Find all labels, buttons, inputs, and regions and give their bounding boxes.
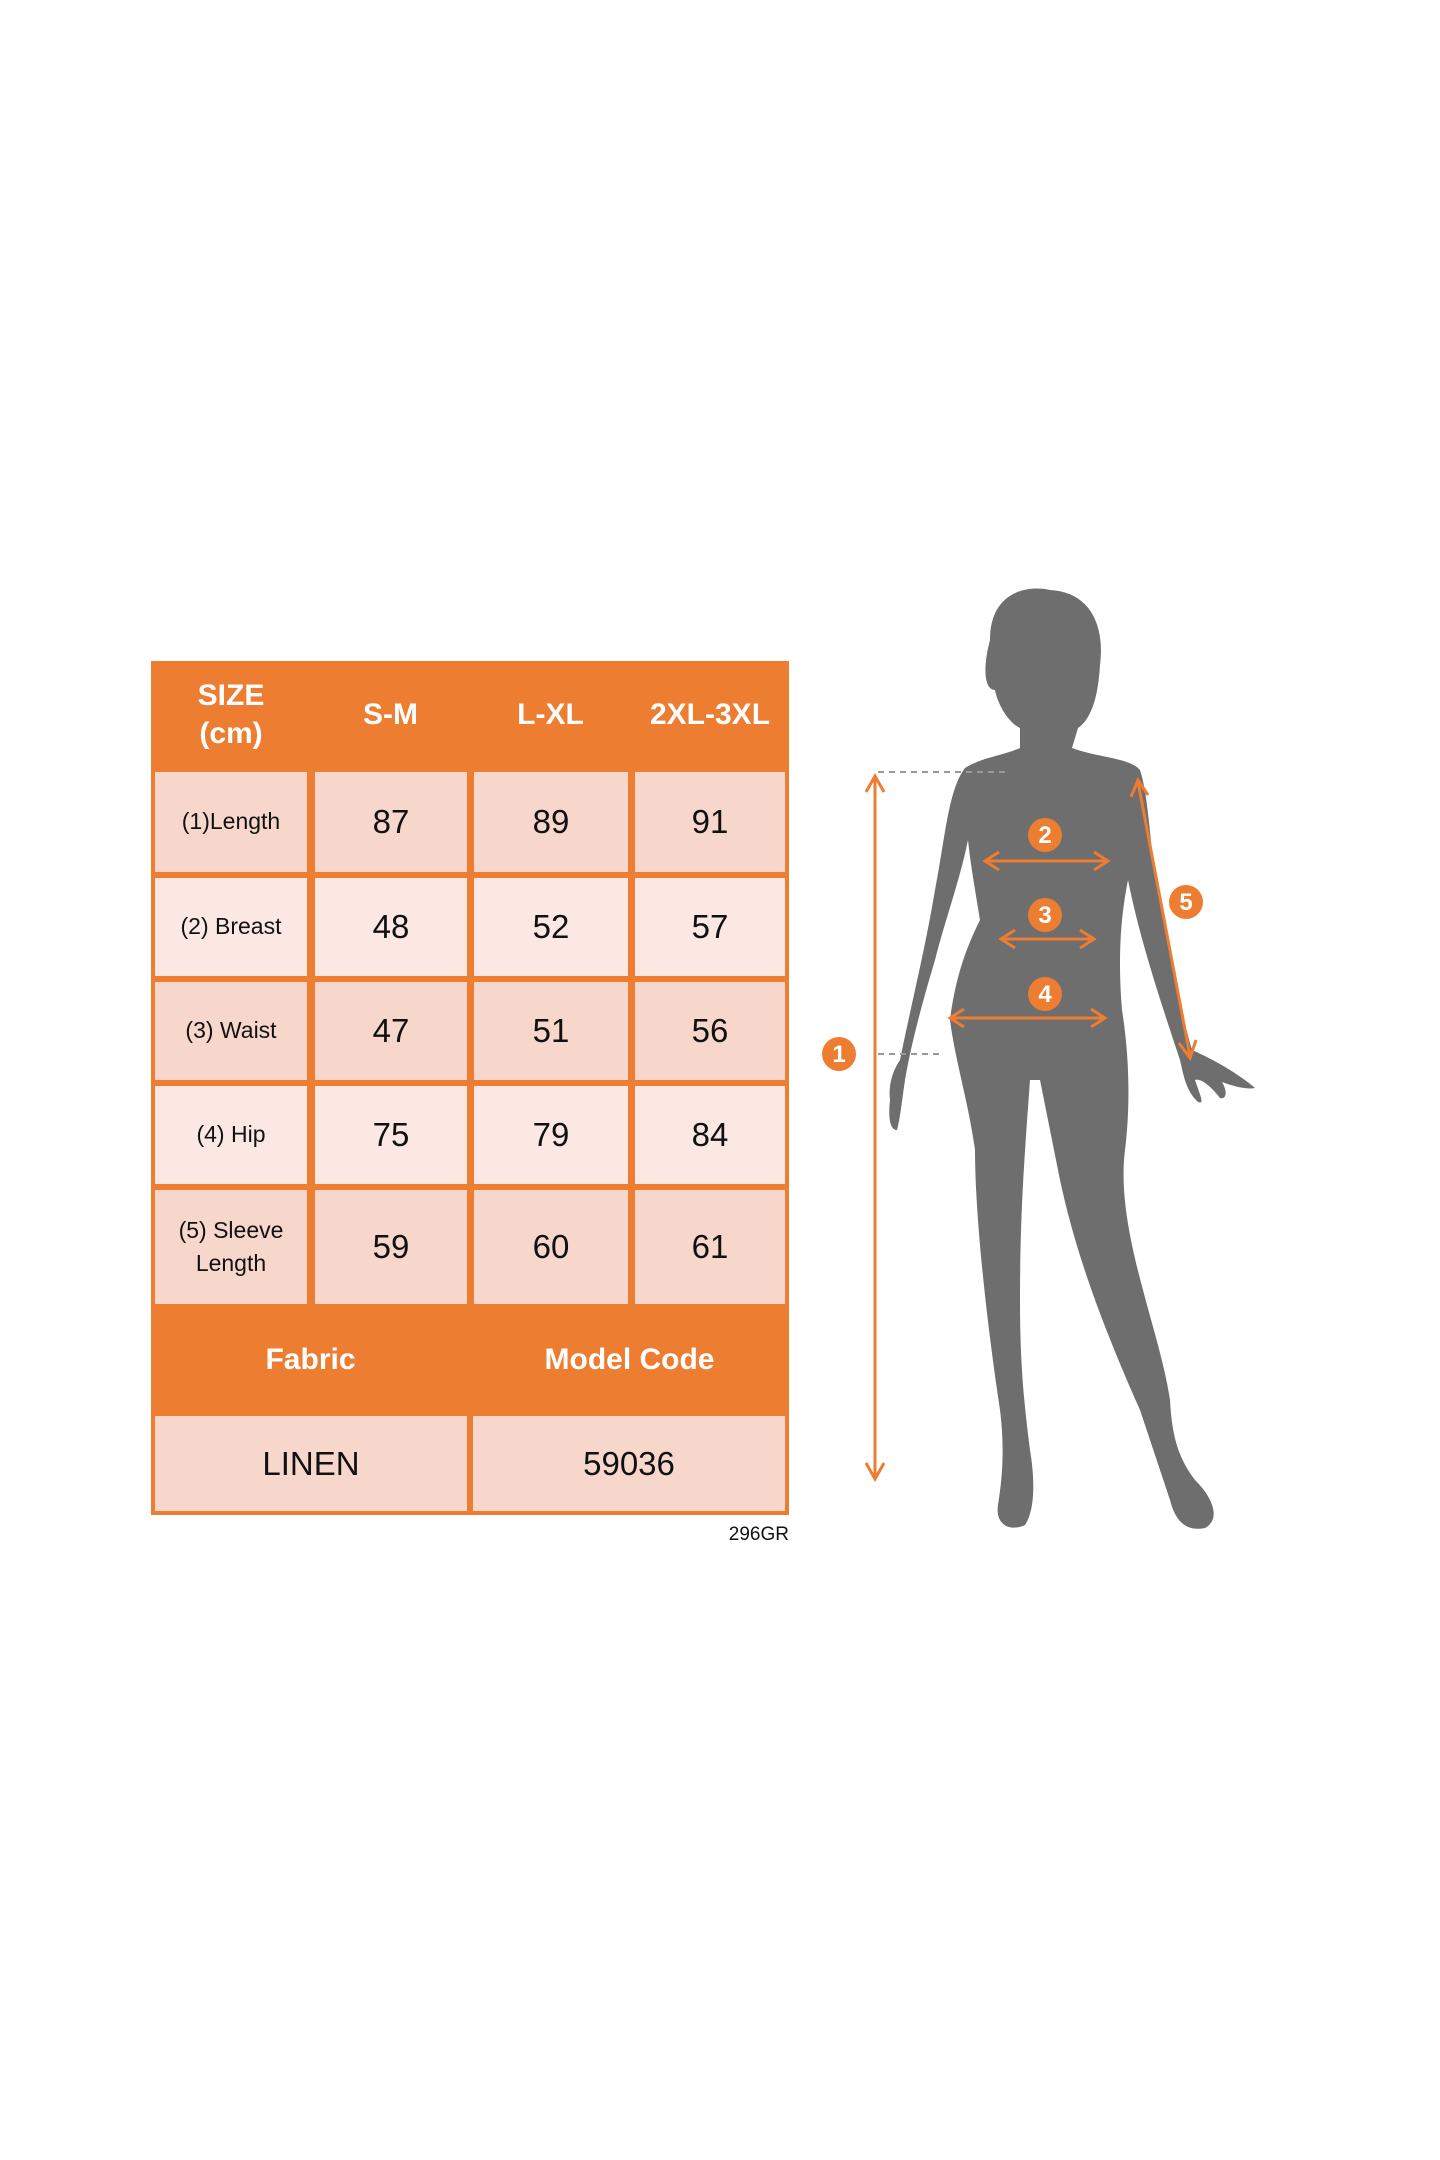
woman-silhouette	[889, 588, 1255, 1529]
size-value: 61	[635, 1190, 785, 1304]
model-code-header: Model Code	[544, 1342, 715, 1376]
svg-text:4: 4	[1038, 981, 1052, 1008]
model-code-value: 59036	[473, 1416, 785, 1511]
size-value: 56	[635, 982, 785, 1080]
marker-2: 2	[1028, 818, 1062, 852]
size-value: 51	[474, 982, 628, 1080]
size-value: 48	[315, 878, 467, 976]
size-col-header: 2XL-3XL	[649, 697, 771, 731]
size-col-header: S-M	[363, 697, 418, 731]
size-value: 84	[635, 1086, 785, 1184]
marker-5: 5	[1169, 885, 1203, 919]
size-value: 89	[474, 772, 628, 872]
size-chart-table: SIZE (cm) S-M L-XL 2XL-3XL (1)Length 87 89…	[151, 661, 789, 1515]
row-label: (5) Sleeve Length	[155, 1190, 307, 1304]
size-value: 59	[315, 1190, 467, 1304]
size-value: 91	[635, 772, 785, 872]
row-label: (3) Waist	[155, 982, 307, 1080]
svg-text:2: 2	[1038, 822, 1051, 849]
sleeve-arrow	[1136, 781, 1192, 1057]
row-label: (4) Hip	[155, 1086, 307, 1184]
row-label: (2) Breast	[155, 878, 307, 976]
svg-text:5: 5	[1179, 889, 1192, 916]
size-value: 60	[474, 1190, 628, 1304]
marker-3: 3	[1028, 898, 1062, 932]
size-header: SIZE (cm)	[197, 679, 265, 750]
size-value: 75	[315, 1086, 467, 1184]
size-value: 87	[315, 772, 467, 872]
size-value: 79	[474, 1086, 628, 1184]
size-value: 47	[315, 982, 467, 1080]
svg-text:3: 3	[1038, 902, 1051, 929]
measurement-arrows	[864, 772, 1198, 1483]
fabric-value: LINEN	[155, 1416, 467, 1511]
size-col-header: L-XL	[517, 697, 584, 731]
product-code: 296GR	[728, 1524, 789, 1545]
svg-text:1: 1	[832, 1041, 845, 1068]
size-value: 52	[474, 878, 628, 976]
size-value: 57	[635, 878, 785, 976]
marker-4: 4	[1028, 977, 1062, 1011]
marker-1: 1	[822, 1037, 856, 1071]
row-label: (1)Length	[155, 772, 307, 872]
fabric-header: Fabric	[265, 1342, 356, 1376]
